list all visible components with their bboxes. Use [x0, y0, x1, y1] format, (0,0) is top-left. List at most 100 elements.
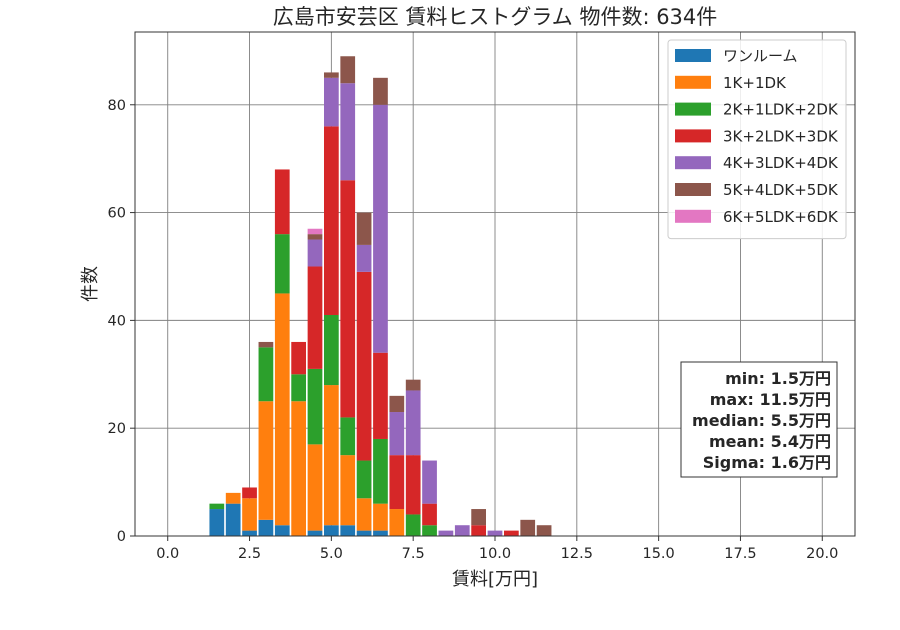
bar-segment — [307, 266, 323, 369]
bar-segment — [356, 530, 372, 536]
x-tick-label: 2.5 — [238, 546, 261, 562]
bar-segment — [324, 525, 339, 536]
bar-segment — [405, 514, 421, 536]
stats-line: max: 11.5万円 — [710, 390, 831, 409]
bar-segment — [389, 395, 405, 413]
legend-label: 4K+3LDK+4DK — [723, 154, 839, 172]
bar-segment — [258, 341, 274, 348]
bar-segment — [209, 509, 225, 536]
bar-segment — [356, 212, 372, 245]
bar-segment — [274, 293, 290, 526]
bar-segment — [373, 104, 388, 353]
bar-segment — [340, 417, 356, 456]
x-axis-ticks: 0.0 2.5 5.0 7.5 10.0 12.5 15.0 17.5 20.0 — [156, 536, 838, 562]
x-tick-label: 0.0 — [156, 546, 179, 562]
bar-segment — [356, 244, 372, 272]
bar-segment — [274, 169, 290, 235]
bar-segment — [307, 530, 323, 536]
bar-segment — [454, 525, 470, 536]
bar-segment — [405, 455, 421, 515]
x-tick-label: 5.0 — [320, 546, 343, 562]
bar-segment — [373, 503, 388, 531]
bar-segment — [422, 503, 437, 526]
legend-label: 3K+2LDK+3DK — [723, 127, 839, 145]
bar-segment — [504, 530, 519, 536]
bar-segment — [274, 525, 290, 536]
bar-segment — [324, 77, 339, 127]
bar-segment — [258, 401, 274, 520]
x-axis-label: 賃料[万円] — [452, 569, 538, 590]
bar-segment — [389, 509, 405, 536]
bar-segment — [405, 379, 421, 391]
bar-segment — [209, 503, 225, 510]
bar-segment — [274, 234, 290, 294]
bar-segment — [324, 72, 339, 78]
bar-segment — [389, 412, 405, 456]
legend-label: 6K+5LDK+6DK — [723, 208, 839, 226]
bar-segment — [422, 525, 437, 536]
y-tick-label: 40 — [108, 313, 126, 329]
x-tick-label: 20.0 — [806, 546, 838, 562]
stats-line: Sigma: 1.6万円 — [703, 453, 831, 472]
bar-segment — [340, 455, 356, 526]
bar-segment — [340, 180, 356, 418]
bar-segment — [356, 460, 372, 499]
bar-segment — [291, 341, 306, 375]
bar-segment — [340, 83, 356, 181]
bar-segment — [324, 314, 339, 386]
legend-label: 2K+1LDK+2DK — [723, 101, 839, 119]
bar-segment — [471, 525, 486, 536]
bar-segment — [307, 234, 323, 240]
stats-frame — [680, 361, 838, 478]
bar-segment — [258, 347, 274, 402]
legend-swatch — [675, 183, 711, 196]
bar-segment — [242, 498, 257, 531]
y-axis-label: 件数 — [80, 266, 101, 302]
bar-segment — [536, 525, 552, 536]
bar-segment — [225, 492, 241, 504]
bar-segment — [520, 519, 536, 536]
bar-segment — [340, 525, 356, 536]
bar-segment — [356, 498, 372, 531]
bar-segment — [373, 352, 388, 439]
bar-segment — [356, 271, 372, 461]
bar-segment — [307, 444, 323, 531]
bar-segment — [340, 56, 356, 84]
legend-swatch — [675, 156, 711, 170]
legend-label: 5K+4LDK+5DK — [723, 181, 839, 199]
stats-line: median: 5.5万円 — [692, 411, 831, 430]
y-tick-label: 0 — [117, 529, 126, 545]
bar-segment — [291, 374, 306, 402]
bar-segment — [487, 530, 503, 536]
bar-segment — [291, 401, 306, 536]
bar-segment — [405, 390, 421, 456]
legend-swatch — [675, 209, 711, 223]
legend-swatch — [675, 75, 711, 89]
legend: ワンルーム 1K+1DK 2K+1LDK+2DK 3K+2LDK+3DK 4K+3LDK… — [667, 39, 847, 240]
legend-label: 1K+1DK — [723, 74, 787, 92]
chart-title: 広島市安芸区 賃料ヒストグラム 物件数: 634件 — [273, 5, 718, 29]
bar-segment — [258, 519, 274, 536]
stats-line: mean: 5.4万円 — [709, 432, 831, 451]
bar-segment — [307, 228, 323, 235]
bar-segment — [373, 530, 388, 536]
bar-segment — [242, 530, 257, 536]
bar-segment — [422, 460, 437, 504]
x-tick-label: 10.0 — [479, 546, 511, 562]
y-tick-label: 60 — [108, 206, 126, 222]
y-tick-label: 80 — [108, 98, 126, 114]
legend-swatch — [675, 129, 711, 143]
bar-segment — [438, 530, 454, 536]
x-tick-label: 17.5 — [724, 546, 756, 562]
bar-segment — [307, 239, 323, 267]
stats-line: min: 1.5万円 — [725, 369, 831, 388]
bar-segment — [324, 126, 339, 315]
bars — [209, 56, 552, 536]
legend-box — [667, 39, 847, 240]
bar-segment — [242, 487, 257, 499]
bar-segment — [373, 438, 388, 504]
stats-box: min: 1.5万円 max: 11.5万円 median: 5.5万円 mean: … — [680, 361, 838, 478]
bar-segment — [307, 368, 323, 445]
x-tick-label: 15.0 — [642, 546, 674, 562]
